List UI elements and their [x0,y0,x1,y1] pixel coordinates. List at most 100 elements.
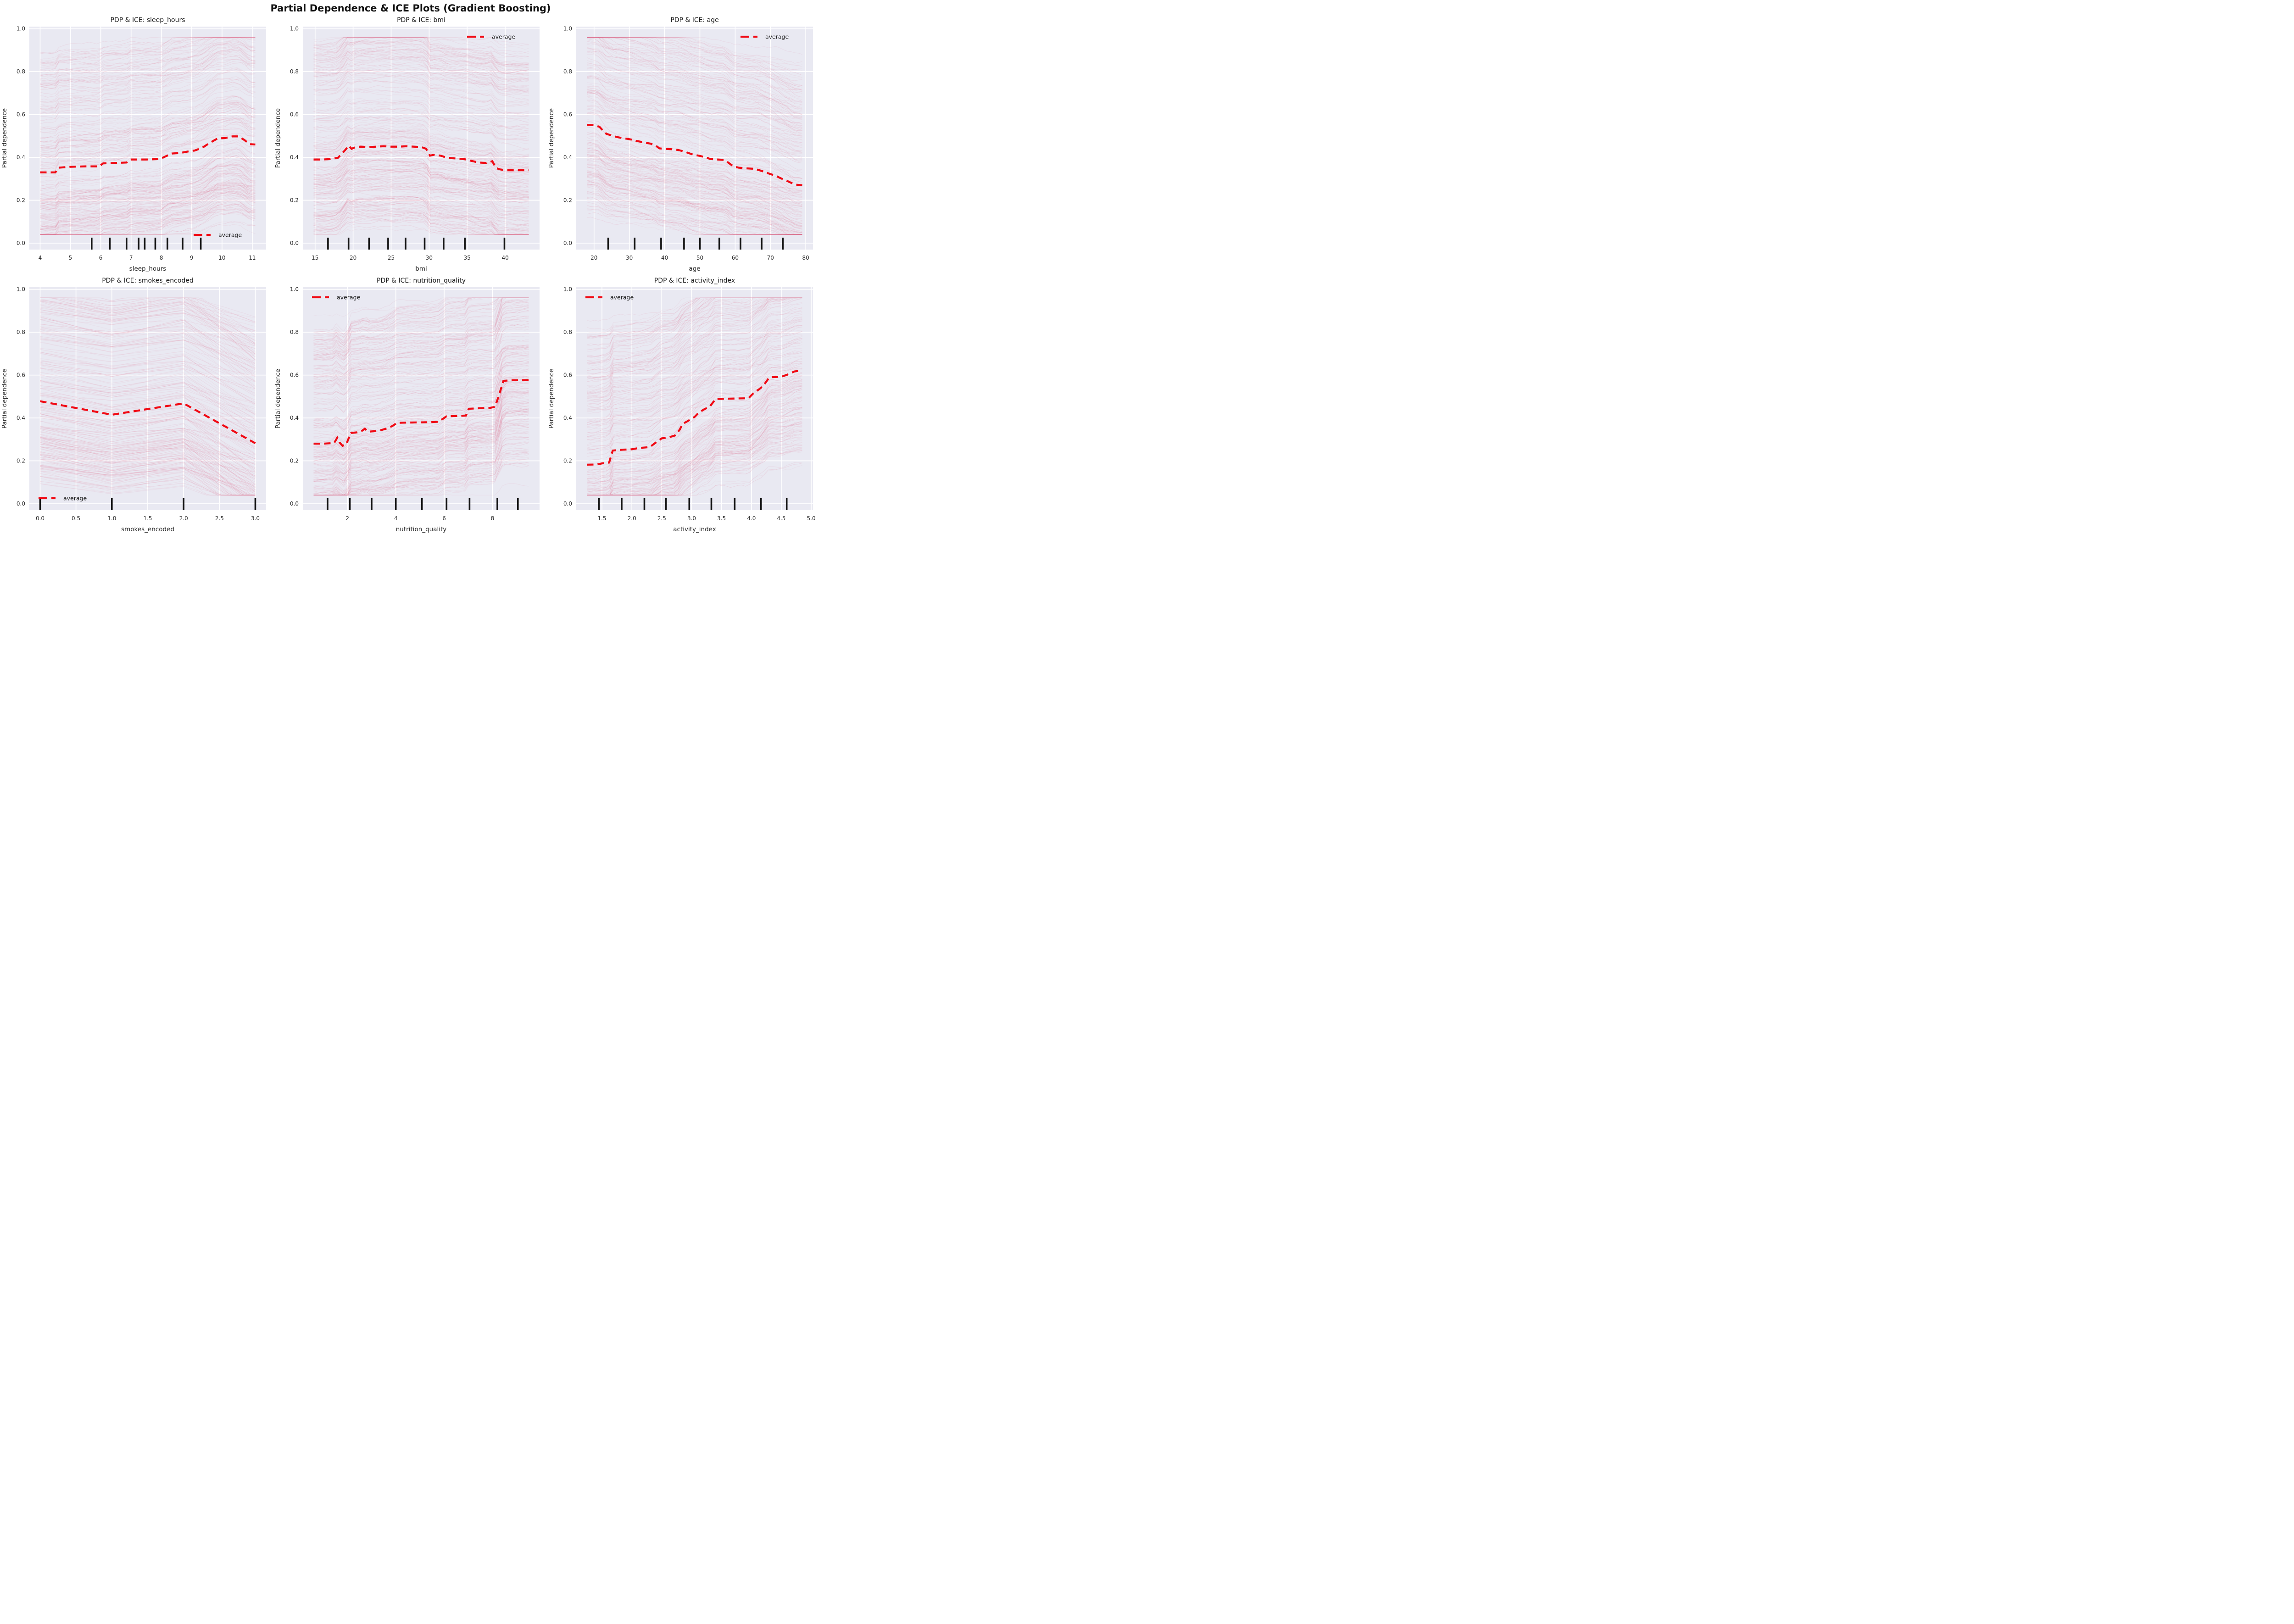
ice-line [40,37,256,65]
ice-line [40,141,256,167]
ice-line [313,464,529,495]
decile-rug-mark [634,238,636,250]
ice-line [313,344,529,429]
ice-line [587,384,802,495]
ice-line [40,319,256,337]
ice-line [587,192,802,235]
ice-line [40,164,256,211]
ice-line [313,347,529,396]
ice-line [40,82,256,112]
ice-line [587,131,802,184]
ice-line [587,175,802,235]
ice-line [40,305,256,367]
decile-rug-mark [760,498,762,510]
ice-line [587,89,802,179]
ice-line [313,297,529,338]
ice-line [40,212,256,228]
ice-line [40,351,256,397]
ice-line [587,393,802,495]
ice-line [40,212,256,235]
ice-line [587,184,802,235]
ice-line [40,117,256,163]
ice-line [40,192,256,218]
ice-line [313,129,529,174]
ice-line [587,297,802,408]
ice-line [313,363,529,427]
ice-line [313,297,529,361]
ice-line [587,176,802,235]
ice-line [587,94,802,151]
ice-line [587,75,802,120]
y-tick-label: 0.0 [17,501,25,507]
ice-line [40,143,256,190]
ice-line [587,93,802,153]
ice-line [313,209,529,226]
subplot-smokes_encoded: 0.0 0.5 1.0 1.5 2.0 2.5 3.0 0.0 0.2 0.4 0.6 0.8 1.0 P… [0,275,273,536]
ice-line [587,172,802,205]
ice-line [313,212,529,232]
ice-line [40,471,256,495]
ice-line [587,154,802,235]
ice-line [40,300,256,341]
ice-line [40,297,256,322]
legend-label: average [337,294,360,301]
ice-line [40,160,256,207]
decile-rug-mark [688,498,690,510]
ice-line [587,96,802,195]
ice-line [587,50,802,136]
ice-line [587,319,802,371]
ice-line [587,194,802,235]
ice-line [313,183,529,218]
ice-line [587,297,802,364]
ice-line [40,394,256,428]
ice-line [40,161,256,218]
ice-line [587,196,802,235]
ice-line [587,297,802,350]
ice-line [40,103,256,133]
y-tick-label: 0.6 [563,111,572,118]
ice-line [40,380,256,434]
ice-line [587,37,802,125]
ice-line [313,421,529,455]
ice-line [40,52,256,73]
chart-canvas: 2 4 6 8 0.0 0.2 0.4 0.6 0.8 1.0 PDP & ICE: nutriti… [274,277,540,533]
ice-line [313,308,529,377]
ice-line [313,346,529,378]
ice-line [313,297,529,346]
ice-line [40,362,256,404]
ice-line [313,424,529,474]
y-tick-label: 0.4 [563,415,572,421]
ice-line [587,396,802,487]
ice-line [40,37,256,82]
x-tick-label: 9 [190,255,194,261]
ice-line [587,163,802,192]
ice-line [40,297,256,323]
ice-line [313,309,529,356]
x-axis-label: sleep_hours [129,265,167,273]
ice-line [40,44,256,89]
ice-line [587,447,802,495]
ice-line [40,304,256,345]
ice-line [587,297,802,346]
ice-line [587,192,802,224]
ice-line [40,312,256,368]
ice-line [587,297,802,377]
ice-line [40,402,256,447]
legend: average [312,294,360,301]
ice-line [313,297,529,346]
ice-line [313,297,529,351]
ice-line [40,478,256,495]
ice-line [313,100,529,120]
ice-line [587,172,802,211]
ice-line [587,172,802,223]
ice-line [313,178,529,209]
ice-line [40,473,256,495]
x-tick-label: 6 [442,515,446,522]
ice-line [313,297,529,353]
ice-line [313,133,529,167]
ice-line [313,157,529,199]
ice-line [313,160,529,192]
decile-rug-mark [371,498,373,510]
ice-line [40,122,256,177]
ice-line [313,402,529,474]
